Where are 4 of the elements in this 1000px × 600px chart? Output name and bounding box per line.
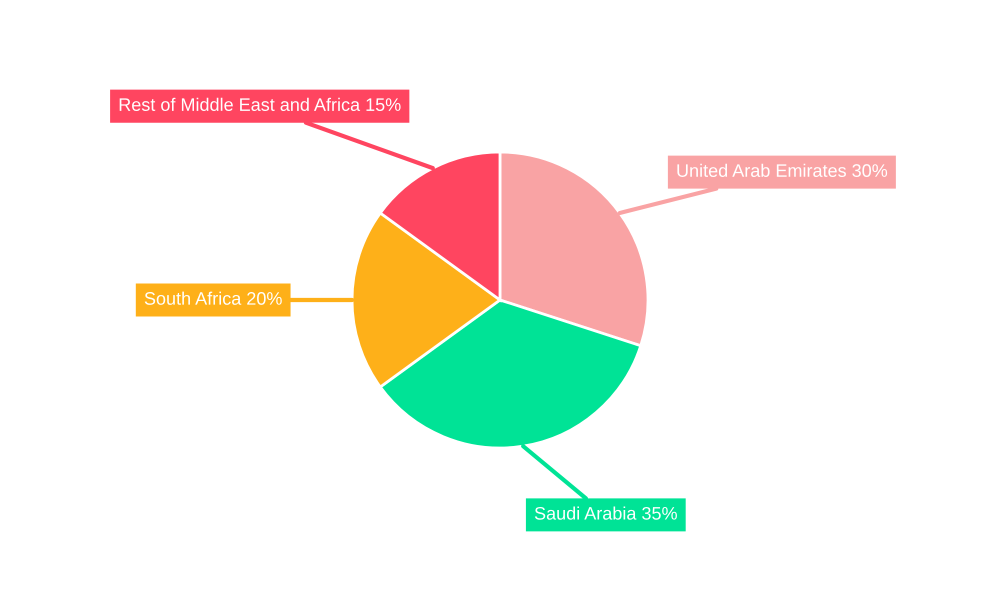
slice-label: United Arab Emirates 30% xyxy=(677,164,888,177)
slice-label: Saudi Arabia 35% xyxy=(534,506,677,520)
slice-label: South Africa 20% xyxy=(144,292,282,305)
slice-label: Rest of Middle East and Africa 15% xyxy=(120,98,401,111)
